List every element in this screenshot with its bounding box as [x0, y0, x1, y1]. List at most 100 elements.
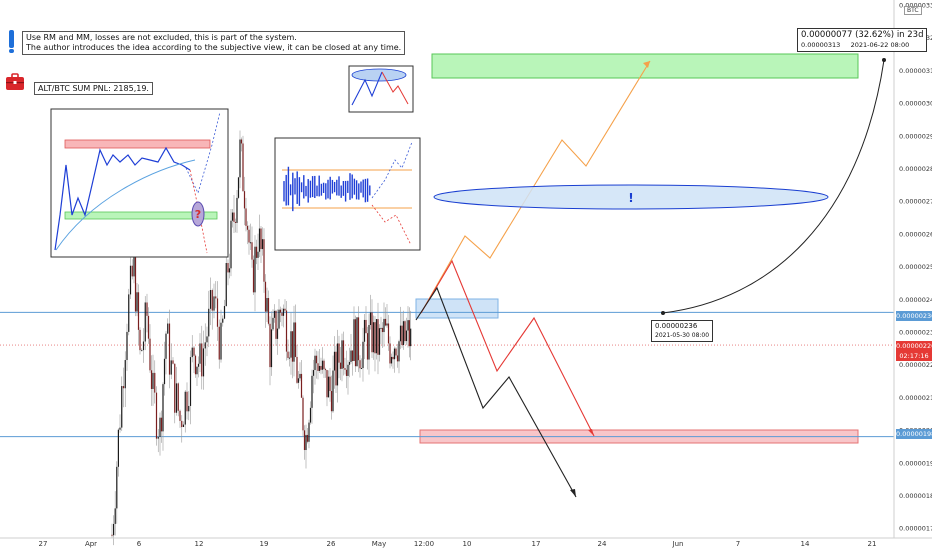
candle-body [117, 429, 119, 467]
candle-body [147, 315, 150, 339]
candle-body [270, 329, 273, 368]
candle-body [372, 322, 375, 353]
candle-body [339, 362, 342, 369]
candle-body [357, 317, 360, 361]
x-tick-label: 26 [327, 540, 336, 548]
candle-body [261, 239, 264, 250]
x-tick-label: 6 [137, 540, 142, 548]
x-tick-label: 21 [868, 540, 877, 548]
candle-body [408, 320, 410, 347]
candle-body [116, 466, 118, 509]
x-tick-label: 24 [598, 540, 607, 548]
candle-body [152, 372, 154, 389]
candle-body [389, 343, 391, 364]
candle-body [344, 368, 346, 370]
candle-body [368, 325, 370, 360]
candle-body [144, 302, 146, 342]
candle-body [332, 370, 334, 412]
candle-body [150, 370, 153, 389]
candle-body [390, 356, 393, 364]
candle-body [287, 351, 289, 358]
x-tick-label: Jun [672, 540, 684, 548]
candle-body [326, 370, 328, 398]
inset-1-up-scenario [185, 111, 221, 195]
candle-body [335, 351, 337, 386]
candle-body [121, 386, 123, 428]
candle-body [155, 392, 158, 439]
candle-body [142, 341, 145, 351]
candle-body [362, 341, 364, 369]
candle-body [213, 296, 215, 311]
candle-body [223, 306, 226, 319]
chart-zones [0, 53, 894, 444]
candle-body [201, 343, 203, 377]
candle-body [296, 356, 298, 383]
candle-body [215, 296, 217, 299]
candle-body [194, 355, 197, 375]
candle-body [312, 370, 315, 376]
candle-body [303, 430, 306, 451]
candle-body [204, 342, 206, 349]
candle-body [245, 208, 247, 226]
exclamation-mark: ! [628, 191, 633, 205]
candle-body [269, 323, 271, 368]
candle-body [290, 331, 292, 358]
inset-1-trend [55, 159, 196, 251]
candle-body [285, 310, 288, 352]
candle-body [128, 294, 130, 332]
candle-body [374, 322, 376, 354]
candle-body [111, 534, 113, 536]
candle-body [293, 322, 295, 362]
candle-body [279, 309, 282, 313]
candle-body [330, 391, 333, 412]
measure-price: 0.00000313 [801, 41, 841, 49]
candle-body [342, 340, 345, 369]
candle-body [288, 357, 291, 359]
candle-body [246, 225, 249, 230]
candle-body [233, 212, 235, 222]
candle-body [231, 212, 234, 221]
candle-body [392, 356, 394, 360]
candle-body [175, 383, 178, 413]
candle-body [348, 361, 351, 365]
candle-body [218, 326, 220, 360]
y-tick-label: 0.00000180 [899, 492, 932, 500]
candle-body [401, 325, 403, 346]
candle-body [236, 197, 238, 223]
candle-body [359, 360, 361, 369]
x-tick-label: 12 [195, 540, 204, 548]
candle-body [386, 323, 388, 326]
candle-body [302, 397, 304, 431]
candle-body [252, 259, 255, 293]
x-tick-label: 12:00 [414, 540, 434, 548]
candle-body [208, 308, 210, 337]
candle-body [291, 331, 294, 362]
x-tick-label: Apr [85, 540, 97, 548]
candle-body [149, 338, 151, 371]
candle-body [154, 372, 156, 393]
candle-body [114, 508, 116, 524]
candle-body [193, 347, 195, 356]
inset-2-up-scenario [371, 141, 413, 199]
candle-body [371, 312, 373, 353]
ticker-badge[interactable]: BTC [904, 6, 922, 15]
candle-body [309, 407, 312, 423]
candle-body [199, 343, 201, 364]
idea-marker-dot-icon [9, 49, 14, 53]
y-tick-label: 0.00000330 [899, 2, 932, 10]
candle-body [165, 333, 167, 359]
y-tick-label: 0.00000280 [899, 165, 932, 173]
candle-body [272, 317, 274, 330]
candle-body [284, 308, 286, 311]
candle-body [383, 318, 385, 333]
candle-body [398, 341, 400, 362]
candle-body [122, 386, 125, 389]
candle-body [387, 323, 390, 344]
candle-body [297, 378, 300, 383]
candle-body [181, 420, 183, 428]
candle-body [354, 319, 357, 367]
candle-body [124, 360, 126, 389]
level-198-tag: 0.00000198 [896, 429, 932, 439]
candle-body [380, 327, 382, 329]
